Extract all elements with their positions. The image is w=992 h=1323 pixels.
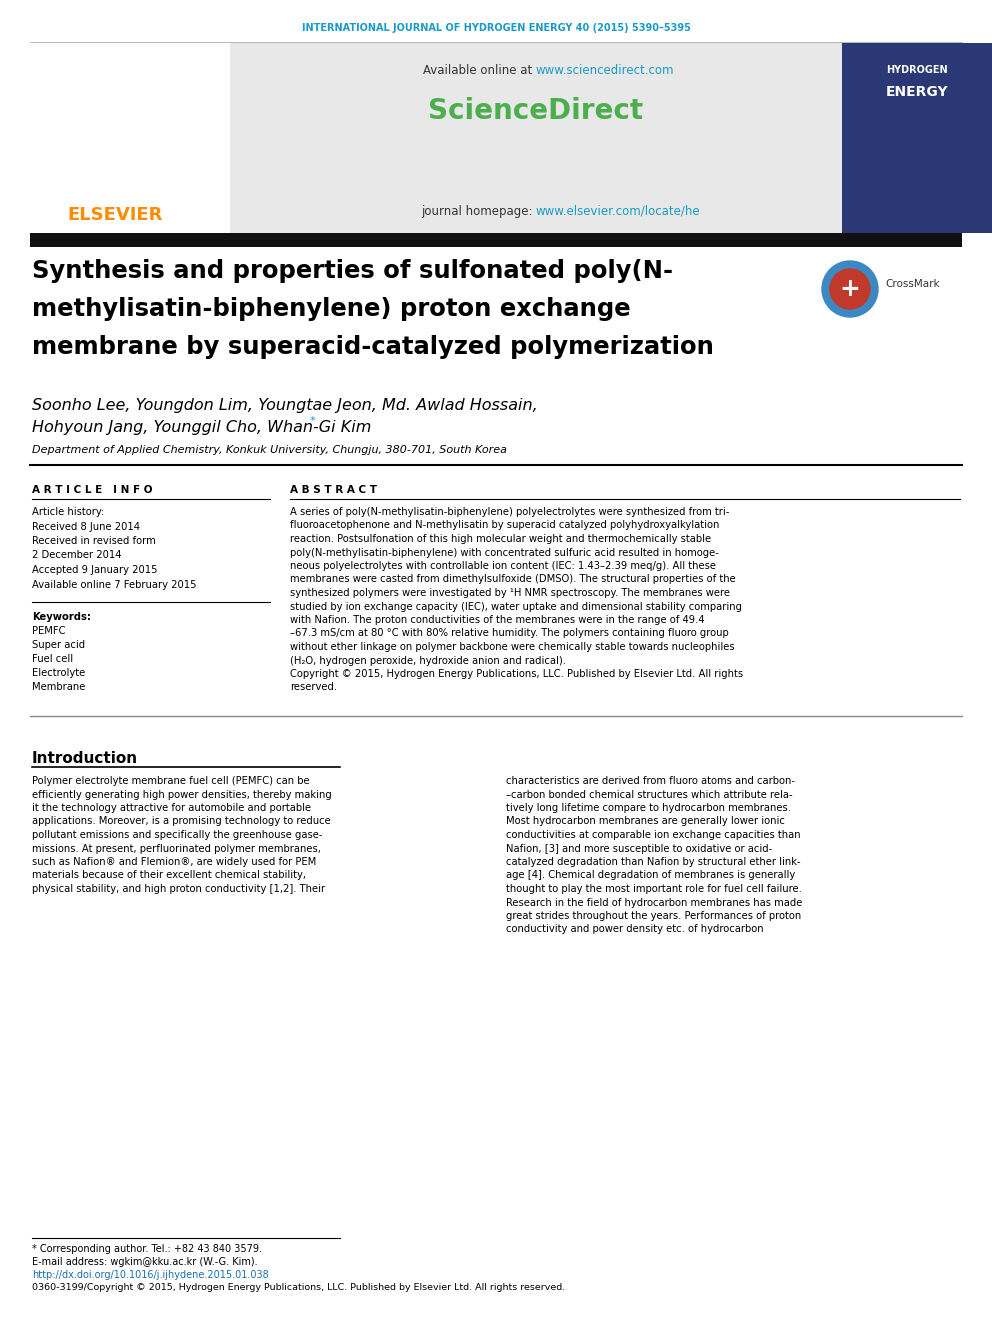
Text: membrane by superacid-catalyzed polymerization: membrane by superacid-catalyzed polymeri…	[32, 335, 714, 359]
Text: materials because of their excellent chemical stability,: materials because of their excellent che…	[32, 871, 306, 881]
Text: *: *	[310, 415, 315, 426]
Text: ELSEVIER: ELSEVIER	[67, 206, 163, 224]
Text: Fuel cell: Fuel cell	[32, 654, 73, 664]
Text: reserved.: reserved.	[290, 683, 337, 692]
Text: Synthesis and properties of sulfonated poly(N-: Synthesis and properties of sulfonated p…	[32, 259, 674, 283]
Text: –carbon bonded chemical structures which attribute rela-: –carbon bonded chemical structures which…	[506, 790, 793, 799]
Text: missions. At present, perfluorinated polymer membranes,: missions. At present, perfluorinated pol…	[32, 844, 320, 853]
Text: with Nafion. The proton conductivities of the membranes were in the range of 49.: with Nafion. The proton conductivities o…	[290, 615, 704, 624]
Text: http://dx.doi.org/10.1016/j.ijhydene.2015.01.038: http://dx.doi.org/10.1016/j.ijhydene.201…	[32, 1270, 269, 1279]
Text: HYDROGEN: HYDROGEN	[886, 65, 947, 75]
Text: Super acid: Super acid	[32, 640, 85, 650]
Text: journal homepage:: journal homepage:	[421, 205, 536, 217]
Text: age [4]. Chemical degradation of membranes is generally: age [4]. Chemical degradation of membran…	[506, 871, 796, 881]
Text: studied by ion exchange capacity (IEC), water uptake and dimensional stability c: studied by ion exchange capacity (IEC), …	[290, 602, 742, 611]
Text: pollutant emissions and specifically the greenhouse gase-: pollutant emissions and specifically the…	[32, 830, 322, 840]
Text: such as Nafion® and Flemion®, are widely used for PEM: such as Nafion® and Flemion®, are widely…	[32, 857, 316, 867]
Text: it the technology attractive for automobile and portable: it the technology attractive for automob…	[32, 803, 311, 814]
Text: fluoroacetophenone and N-methylisatin by superacid catalyzed polyhydroxyalkylati: fluoroacetophenone and N-methylisatin by…	[290, 520, 719, 531]
Text: (H₂O, hydrogen peroxide, hydroxide anion and radical).: (H₂O, hydrogen peroxide, hydroxide anion…	[290, 655, 566, 665]
Text: poly(N-methylisatin-biphenylene) with concentrated sulfuric acid resulted in hom: poly(N-methylisatin-biphenylene) with co…	[290, 548, 719, 557]
Text: A series of poly(N-methylisatin-biphenylene) polyelectrolytes were synthesized f: A series of poly(N-methylisatin-biphenyl…	[290, 507, 729, 517]
Text: Soonho Lee, Youngdon Lim, Youngtae Jeon, Md. Awlad Hossain,: Soonho Lee, Youngdon Lim, Youngtae Jeon,…	[32, 398, 538, 413]
Text: A B S T R A C T: A B S T R A C T	[290, 486, 377, 495]
Text: characteristics are derived from fluoro atoms and carbon-: characteristics are derived from fluoro …	[506, 777, 795, 786]
Text: Most hydrocarbon membranes are generally lower ionic: Most hydrocarbon membranes are generally…	[506, 816, 785, 827]
Text: membranes were casted from dimethylsulfoxide (DMSO). The structural properties o: membranes were casted from dimethylsulfo…	[290, 574, 736, 585]
Text: E-mail address: wgkim@kku.ac.kr (W.-G. Kim).: E-mail address: wgkim@kku.ac.kr (W.-G. K…	[32, 1257, 258, 1267]
FancyBboxPatch shape	[842, 44, 992, 233]
Text: Membrane: Membrane	[32, 681, 85, 692]
Text: Article history:: Article history:	[32, 507, 104, 517]
Text: reaction. Postsulfonation of this high molecular weight and thermochemically sta: reaction. Postsulfonation of this high m…	[290, 534, 711, 544]
Text: tively long lifetime compare to hydrocarbon membranes.: tively long lifetime compare to hydrocar…	[506, 803, 791, 814]
Text: catalyzed degradation than Nafion by structural ether link-: catalyzed degradation than Nafion by str…	[506, 857, 801, 867]
Text: Research in the field of hydrocarbon membranes has made: Research in the field of hydrocarbon mem…	[506, 897, 803, 908]
Text: ScienceDirect: ScienceDirect	[429, 97, 644, 124]
Text: methylisatin-biphenylene) proton exchange: methylisatin-biphenylene) proton exchang…	[32, 296, 631, 321]
Text: PEMFC: PEMFC	[32, 626, 65, 636]
Text: Available online 7 February 2015: Available online 7 February 2015	[32, 579, 196, 590]
Circle shape	[830, 269, 870, 310]
Text: thought to play the most important role for fuel cell failure.: thought to play the most important role …	[506, 884, 802, 894]
Text: A R T I C L E   I N F O: A R T I C L E I N F O	[32, 486, 153, 495]
Text: * Corresponding author. Tel.: +82 43 840 3579.: * Corresponding author. Tel.: +82 43 840…	[32, 1244, 262, 1254]
Text: applications. Moreover, is a promising technology to reduce: applications. Moreover, is a promising t…	[32, 816, 330, 827]
Text: Received in revised form: Received in revised form	[32, 536, 156, 546]
Text: Department of Applied Chemistry, Konkuk University, Chungju, 380-701, South Kore: Department of Applied Chemistry, Konkuk …	[32, 445, 507, 455]
Text: 2 December 2014: 2 December 2014	[32, 550, 121, 561]
Text: Keywords:: Keywords:	[32, 613, 91, 622]
FancyBboxPatch shape	[30, 233, 962, 247]
Text: synthesized polymers were investigated by ¹H NMR spectroscopy. The membranes wer: synthesized polymers were investigated b…	[290, 587, 730, 598]
Text: Polymer electrolyte membrane fuel cell (PEMFC) can be: Polymer electrolyte membrane fuel cell (…	[32, 777, 310, 786]
Text: Received 8 June 2014: Received 8 June 2014	[32, 521, 140, 532]
Text: Nafion, [3] and more susceptible to oxidative or acid-: Nafion, [3] and more susceptible to oxid…	[506, 844, 772, 853]
Text: Available online at: Available online at	[423, 65, 536, 78]
Text: great strides throughout the years. Performances of proton: great strides throughout the years. Perf…	[506, 912, 802, 921]
Text: efficiently generating high power densities, thereby making: efficiently generating high power densit…	[32, 790, 331, 799]
Text: Accepted 9 January 2015: Accepted 9 January 2015	[32, 565, 158, 576]
Text: Copyright © 2015, Hydrogen Energy Publications, LLC. Published by Elsevier Ltd. : Copyright © 2015, Hydrogen Energy Public…	[290, 669, 743, 679]
Text: CrossMark: CrossMark	[885, 279, 939, 288]
Text: physical stability, and high proton conductivity [1,2]. Their: physical stability, and high proton cond…	[32, 884, 325, 894]
Text: Hohyoun Jang, Younggil Cho, Whan-Gi Kim: Hohyoun Jang, Younggil Cho, Whan-Gi Kim	[32, 419, 371, 435]
Text: www.elsevier.com/locate/he: www.elsevier.com/locate/he	[536, 205, 700, 217]
Text: Introduction: Introduction	[32, 751, 138, 766]
Text: +: +	[839, 277, 860, 302]
Text: –67.3 mS/cm at 80 °C with 80% relative humidity. The polymers containing fluoro : –67.3 mS/cm at 80 °C with 80% relative h…	[290, 628, 729, 639]
Text: INTERNATIONAL JOURNAL OF HYDROGEN ENERGY 40 (2015) 5390–5395: INTERNATIONAL JOURNAL OF HYDROGEN ENERGY…	[302, 22, 690, 33]
Text: Electrolyte: Electrolyte	[32, 668, 85, 677]
Text: conductivity and power density etc. of hydrocarbon: conductivity and power density etc. of h…	[506, 925, 764, 934]
Text: 0360-3199/Copyright © 2015, Hydrogen Energy Publications, LLC. Published by Else: 0360-3199/Copyright © 2015, Hydrogen Ene…	[32, 1283, 565, 1293]
Text: neous polyelectrolytes with controllable ion content (IEC: 1.43–2.39 meq/g). All: neous polyelectrolytes with controllable…	[290, 561, 716, 572]
Text: conductivities at comparable ion exchange capacities than: conductivities at comparable ion exchang…	[506, 830, 801, 840]
FancyBboxPatch shape	[230, 44, 842, 233]
Text: www.sciencedirect.com: www.sciencedirect.com	[536, 65, 675, 78]
Circle shape	[822, 261, 878, 318]
Text: ENERGY: ENERGY	[886, 85, 948, 99]
Text: without ether linkage on polymer backbone were chemically stable towards nucleop: without ether linkage on polymer backbon…	[290, 642, 735, 652]
